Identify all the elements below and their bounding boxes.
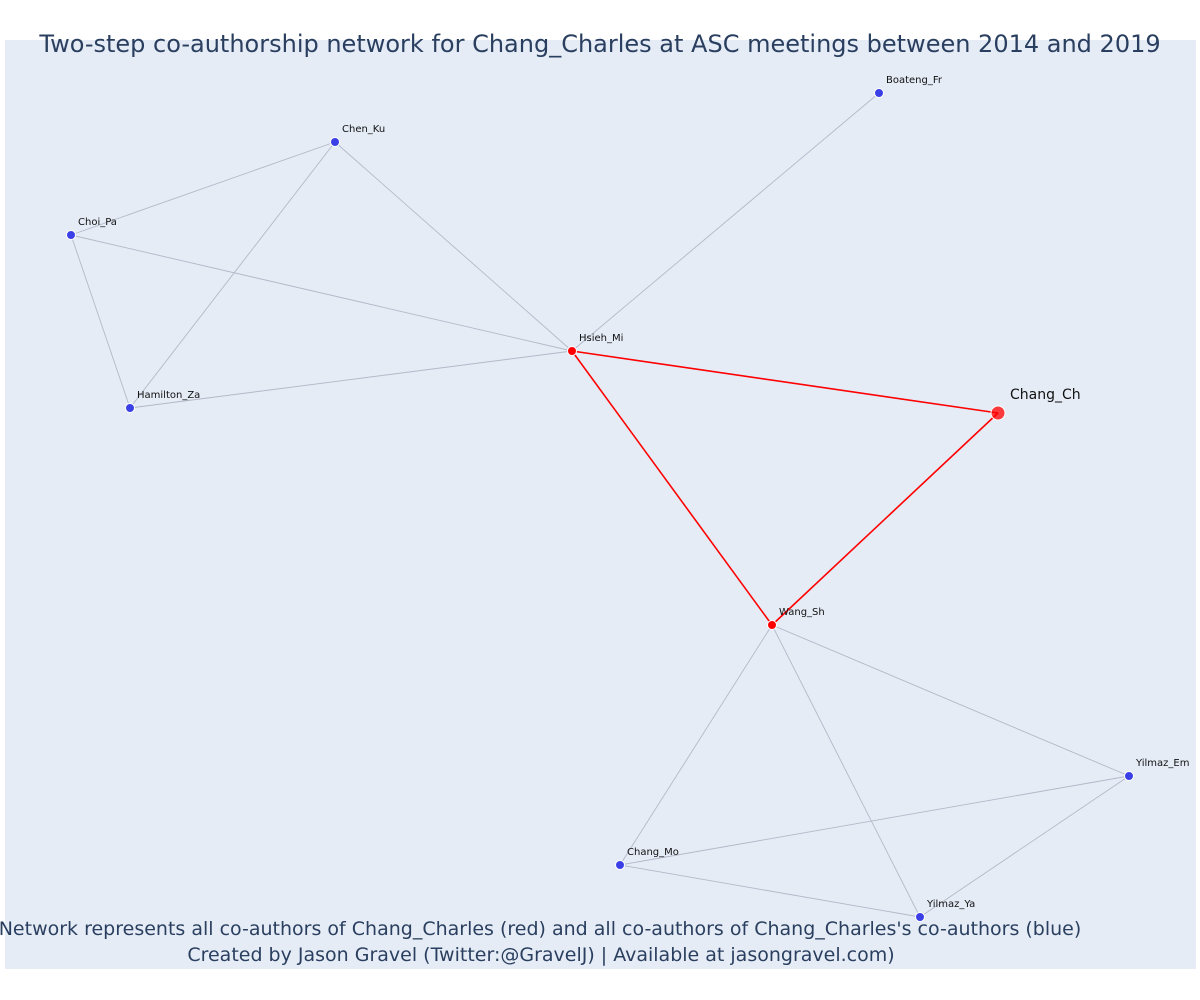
node-label-Chen_Ku: Chen_Ku <box>342 124 385 135</box>
node-Chang_Mo[interactable] <box>615 860 625 870</box>
edge-Hsieh_Mi-Wang_Sh <box>571 350 773 626</box>
node-label-Chang_Mo: Chang_Mo <box>627 847 679 858</box>
edges-layer <box>70 92 1130 918</box>
edge-Chang_Mo-Yilmaz_Ya <box>619 864 921 918</box>
node-Chen_Ku[interactable] <box>330 137 340 147</box>
node-Yilmaz_Em[interactable] <box>1124 771 1134 781</box>
edge-Chen_Ku-Choi_Pa <box>70 141 336 236</box>
edge-Wang_Sh-Chang_Mo <box>619 624 773 866</box>
node-Yilmaz_Ya[interactable] <box>915 912 925 922</box>
node-label-Wang_Sh: Wang_Sh <box>779 607 825 618</box>
node-label-Choi_Pa: Choi_Pa <box>78 217 117 228</box>
edge-Wang_Sh-Yilmaz_Ya <box>771 624 921 918</box>
node-label-Chang_Ch: Chang_Ch <box>1010 387 1081 403</box>
node-label-Yilmaz_Ya: Yilmaz_Ya <box>926 899 975 910</box>
edge-Hsieh_Mi-Chen_Ku <box>334 141 573 352</box>
edge-Yilmaz_Ya-Yilmaz_Em <box>919 775 1130 918</box>
caption-credit: Created by Jason Gravel (Twitter:@Gravel… <box>187 944 895 966</box>
edge-Hsieh_Mi-Chang_Ch <box>571 350 999 414</box>
node-Choi_Pa[interactable] <box>66 230 76 240</box>
node-Boateng_Fr[interactable] <box>874 88 884 98</box>
edge-Hsieh_Mi-Hamilton_Za <box>129 350 573 409</box>
edge-Wang_Sh-Chang_Ch <box>771 412 999 626</box>
labels-layer: Chang_Ch Hsieh_Mi Wang_Sh Boateng_Fr Chen_Ku… <box>78 75 1190 910</box>
node-label-Boateng_Fr: Boateng_Fr <box>886 75 943 86</box>
edge-Chang_Mo-Yilmaz_Em <box>619 775 1130 866</box>
node-Wang_Sh[interactable] <box>767 620 777 630</box>
plot-background <box>5 40 1196 969</box>
edge-Wang_Sh-Yilmaz_Em <box>771 624 1130 777</box>
node-Hamilton_Za[interactable] <box>125 403 135 413</box>
edge-Hsieh_Mi-Choi_Pa <box>70 234 573 352</box>
node-label-Yilmaz_Em: Yilmaz_Em <box>1135 758 1190 769</box>
edge-Chen_Ku-Hamilton_Za <box>129 141 336 409</box>
node-Chang_Ch[interactable] <box>990 405 1006 421</box>
node-Hsieh_Mi[interactable] <box>567 346 577 356</box>
edge-Choi_Pa-Hamilton_Za <box>70 234 131 409</box>
edge-Hsieh_Mi-Boateng_Fr <box>571 92 880 352</box>
caption-description: Network represents all co-authors of Cha… <box>0 918 1082 940</box>
node-label-Hamilton_Za: Hamilton_Za <box>137 390 200 401</box>
node-label-Hsieh_Mi: Hsieh_Mi <box>579 333 623 344</box>
nodes-layer <box>66 88 1134 922</box>
chart-title: Two-step co-authorship network for Chang… <box>39 30 1161 58</box>
